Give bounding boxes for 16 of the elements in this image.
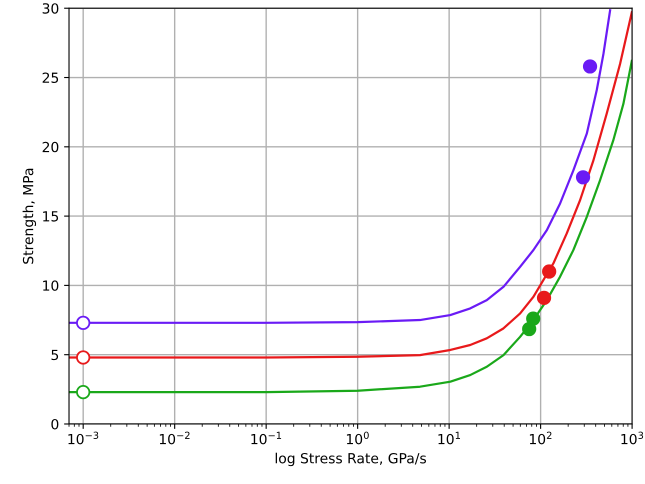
y-tick-label: 25 — [42, 72, 58, 83]
x-tick-label: 10$^{2}$ — [530, 432, 552, 444]
y-tick-label: 0 — [51, 418, 58, 430]
x-tick-label: 10$^{−2}$ — [160, 432, 190, 444]
x-tick-label: 10$^{1}$ — [438, 432, 460, 444]
y-axis-title: Strength, MPa — [22, 168, 36, 264]
y-tick-label: 10 — [43, 280, 58, 291]
x-tick-label: 10$^{−3}$ — [68, 432, 98, 444]
y-tick-label: 5 — [52, 350, 58, 360]
x-axis-title: log Stress Rate, GPa/s — [276, 452, 426, 466]
x-tick-label: 10$^{0}$ — [346, 432, 369, 444]
y-tick-label: 15 — [43, 211, 58, 222]
x-tick-label: 10$^{−1}$ — [251, 432, 282, 444]
y-tick-label: 30 — [42, 3, 58, 14]
x-tick-label: 10$^{3}$ — [621, 432, 644, 444]
y-tick-label: 20 — [42, 142, 58, 152]
